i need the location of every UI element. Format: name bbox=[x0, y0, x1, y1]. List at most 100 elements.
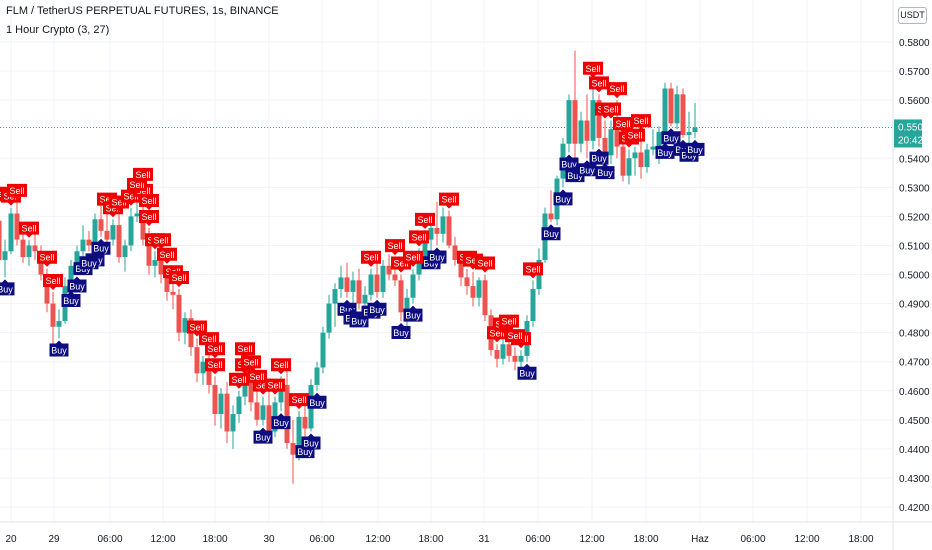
signal-tag-shape bbox=[553, 189, 573, 206]
sell-signal-tag: Sell bbox=[289, 393, 309, 410]
y-tick-label: 0.5000 bbox=[899, 271, 930, 282]
x-tick-label: 12:00 bbox=[579, 534, 604, 545]
bar-countdown: 20:42 bbox=[898, 135, 923, 146]
y-tick-label: 0.5300 bbox=[899, 183, 930, 194]
signal-tag-shape bbox=[271, 358, 291, 375]
x-tick-label: 18:00 bbox=[633, 534, 658, 545]
signal-tag-label: Buy bbox=[519, 369, 535, 379]
candle-body bbox=[518, 355, 524, 362]
signal-tag-label: Buy bbox=[255, 433, 271, 443]
signal-tag-shape bbox=[19, 221, 39, 238]
signal-tag-label: Buy bbox=[297, 447, 313, 457]
candle-body bbox=[284, 384, 290, 444]
candle-body bbox=[146, 239, 152, 266]
y-tick-label: 0.5400 bbox=[899, 154, 930, 165]
candle-body bbox=[194, 347, 200, 374]
signal-tag-shape bbox=[403, 250, 423, 267]
candle-body bbox=[338, 277, 344, 290]
indicator-name[interactable]: 1 Hour Crypto (3, 27) bbox=[6, 24, 110, 36]
candle-body bbox=[224, 393, 230, 432]
signal-tag-shape bbox=[271, 413, 291, 430]
sell-signal-tag: Sell bbox=[19, 221, 39, 238]
candle-body bbox=[50, 303, 56, 327]
symbol-title[interactable]: FLM / TetherUS PERPETUAL FUTURES, 1s, BI… bbox=[6, 5, 279, 17]
candle-body bbox=[662, 88, 668, 133]
y-tick-label: 0.5800 bbox=[899, 38, 930, 49]
candle-body bbox=[68, 265, 74, 287]
buy-signal-tag: Buy bbox=[403, 305, 423, 322]
signal-tag-label: Sell bbox=[507, 331, 522, 341]
candle-body bbox=[0, 220, 2, 260]
candle-body bbox=[206, 361, 212, 385]
signal-tag-label: Sell bbox=[45, 276, 60, 286]
signal-tag-shape bbox=[7, 183, 27, 200]
candle-body bbox=[326, 303, 332, 333]
signal-tag-shape bbox=[589, 76, 609, 93]
sell-signal-tag: Sell bbox=[229, 372, 249, 389]
signal-tag-shape bbox=[589, 148, 609, 165]
signal-tag-label: Sell bbox=[141, 196, 156, 206]
candle-body bbox=[302, 416, 308, 429]
candle-body bbox=[92, 219, 98, 246]
candle-body bbox=[266, 405, 272, 432]
currency-selector[interactable]: USDT bbox=[898, 7, 927, 24]
candle-body bbox=[230, 414, 236, 432]
candle-body bbox=[638, 152, 644, 167]
signal-tag-shape bbox=[403, 305, 423, 322]
signal-tag-shape bbox=[61, 291, 81, 308]
candle-body bbox=[530, 289, 536, 321]
signal-tag-shape bbox=[79, 253, 99, 270]
sell-signal-tag: Sell bbox=[169, 271, 189, 288]
sell-signal-tag: Sell bbox=[583, 61, 603, 78]
candle-body bbox=[122, 245, 128, 258]
signal-tag-label: Buy bbox=[567, 171, 583, 181]
candle-body bbox=[374, 274, 380, 292]
signal-tag-label: Sell bbox=[99, 195, 114, 205]
signal-tag-label: Buy bbox=[579, 165, 595, 175]
signal-tag-shape bbox=[439, 192, 459, 209]
signal-tag-label: Sell bbox=[291, 395, 306, 405]
signal-tag-label: Sell bbox=[201, 334, 216, 344]
candle-body bbox=[506, 344, 512, 356]
candle-body bbox=[644, 149, 650, 167]
buy-signal-tag: Buy bbox=[517, 363, 537, 380]
signal-tag-shape bbox=[67, 276, 87, 293]
candle-body bbox=[74, 251, 80, 266]
signal-tag-label: Sell bbox=[141, 212, 156, 222]
candle-body bbox=[512, 355, 518, 362]
candle-body bbox=[584, 120, 590, 141]
signal-tag-shape bbox=[523, 262, 543, 279]
signal-tag-label: Sell bbox=[627, 131, 642, 141]
signal-tag-label: Sell bbox=[243, 357, 258, 367]
buy-signal-tag: Buy bbox=[589, 148, 609, 165]
signal-tag-label: Buy bbox=[555, 194, 571, 204]
sell-signal-tag: Sell bbox=[235, 342, 255, 359]
y-tick-label: 0.4600 bbox=[899, 387, 930, 398]
buy-signal-tag: Buy bbox=[655, 142, 675, 159]
x-tick-label: 30 bbox=[263, 534, 275, 545]
candle-body bbox=[590, 100, 596, 141]
candle-body bbox=[332, 289, 338, 304]
signal-tag-label: Buy bbox=[63, 296, 79, 306]
signal-tag-shape bbox=[367, 299, 387, 316]
signal-tag-shape bbox=[289, 393, 309, 410]
candle-body bbox=[290, 443, 296, 455]
candle-body bbox=[572, 100, 578, 144]
signal-tag-label: Buy bbox=[273, 418, 289, 428]
sell-signal-tag: Sell bbox=[385, 239, 405, 256]
y-tick-label: 0.4200 bbox=[899, 503, 930, 514]
candle-body bbox=[110, 225, 116, 240]
candle-body bbox=[674, 94, 680, 124]
buy-signal-tag: Buy bbox=[79, 253, 99, 270]
candle-body bbox=[476, 280, 482, 298]
candle-body bbox=[482, 280, 488, 316]
signal-tag-shape bbox=[253, 427, 273, 444]
sell-signal-tag: Sell bbox=[271, 358, 291, 375]
candle-body bbox=[116, 225, 122, 258]
signal-tag-label: Buy bbox=[69, 282, 85, 292]
signal-tag-shape bbox=[37, 250, 57, 267]
candle-body bbox=[626, 158, 632, 176]
